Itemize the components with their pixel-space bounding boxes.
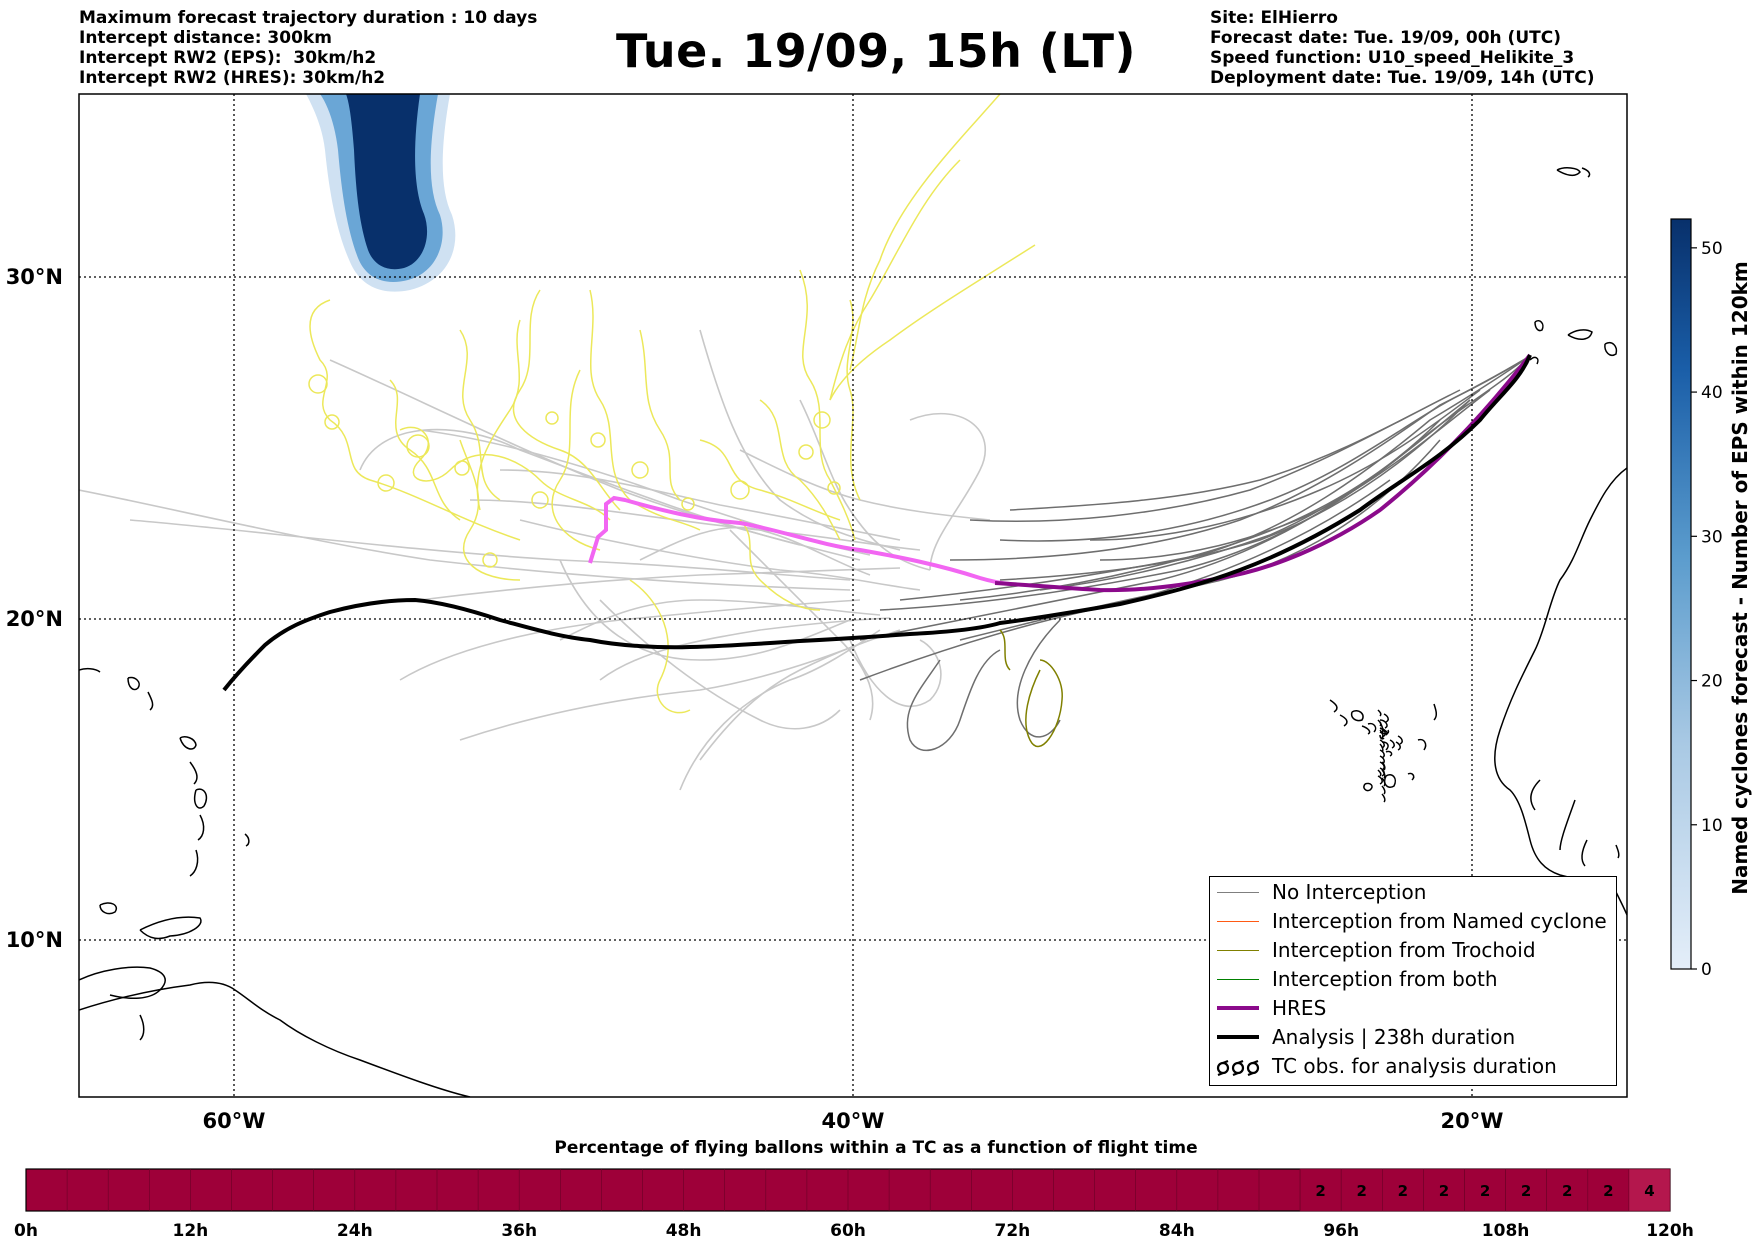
header-left: Maximum forecast trajectory duration : 1…	[79, 8, 537, 88]
intercept-hres-text: Intercept RW2 (HRES): 30km/h2	[79, 68, 386, 88]
legend-label: Interception from Trochoid	[1272, 938, 1536, 962]
time-bar-cell	[1546, 1168, 1589, 1212]
colorbar-title: Named cyclones forecast - Number of EPS …	[1728, 261, 1752, 895]
time-bar: 2 2 2 2 2 2 2 2 4 0h 12h 24h 36h 48h 60h 72h 84h 96h 108h…	[14, 1168, 1694, 1241]
legend-item-named-cyclone: Interception from Named cyclone	[1210, 907, 1616, 936]
colorbar-tick-label: 30	[1701, 527, 1723, 547]
time-bar-cell	[1382, 1168, 1424, 1212]
lon-label-60w: 60°W	[203, 1109, 266, 1133]
colorbar-gradient	[1670, 218, 1692, 970]
lat-label-30: 30°N	[6, 265, 63, 289]
time-bar-cell-value: 2	[1439, 1182, 1449, 1200]
colorbar-tick-label: 40	[1701, 383, 1723, 403]
time-bar-cell	[1299, 1168, 1342, 1212]
legend-label: Analysis | 238h duration	[1272, 1025, 1516, 1049]
time-bar-cell-value: 2	[1398, 1182, 1408, 1200]
header-right: Site: ElHierro Forecast date: Tue. 19/09…	[1210, 8, 1595, 88]
time-bar-hour-label: 120h	[1646, 1221, 1694, 1241]
colorbar-tick-label: 50	[1701, 239, 1723, 259]
legend-label: Interception from both	[1272, 967, 1498, 991]
max-duration-text: Maximum forecast trajectory duration : 1…	[79, 8, 538, 28]
eps-trajectories-dark	[859, 354, 1531, 751]
legend-item-trochoid: Interception from Trochoid	[1210, 936, 1616, 965]
colorbar-tick-label: 0	[1701, 960, 1712, 980]
legend-swatch	[1217, 979, 1259, 980]
time-bar-cell-value: 2	[1480, 1182, 1490, 1200]
time-bar-cell	[1423, 1168, 1465, 1212]
time-bar-hour-label: 108h	[1482, 1221, 1530, 1241]
legend-label: Interception from Named cyclone	[1272, 909, 1607, 933]
legend-label: TC obs. for analysis duration	[1272, 1054, 1557, 1078]
map-border	[78, 93, 1628, 1098]
time-bar-hour-label: 24h	[337, 1221, 373, 1241]
time-bar-cells: 2 2 2 2 2 2 2 2 4	[66, 1168, 1671, 1212]
colorbar-tick-label: 20	[1701, 672, 1723, 692]
lat-label-20: 20°N	[6, 607, 63, 631]
legend-swatch	[1217, 892, 1259, 893]
legend: No Interception Interception from Named …	[1209, 876, 1617, 1086]
speed-function-text: Speed function: U10_speed_Helikite_3	[1210, 48, 1575, 68]
time-bar-hour-label: 72h	[995, 1221, 1031, 1241]
lon-label-20w: 20°W	[1441, 1109, 1504, 1133]
legend-item-both: Interception from both	[1210, 965, 1616, 994]
legend-item-hres: HRES	[1210, 994, 1616, 1023]
time-bar-hour-label: 48h	[666, 1221, 702, 1241]
eps-trajectories-yellow	[309, 94, 1036, 714]
time-bar-hour-label: 12h	[173, 1221, 209, 1241]
page-title: Tue. 19/09, 15h (LT)	[616, 24, 1136, 78]
legend-item-tc-obs: TC obs. for analysis duration	[1210, 1052, 1616, 1081]
trajectory-loops-yellow	[308, 374, 841, 568]
time-bar-cell	[1505, 1168, 1547, 1212]
analysis-track	[222, 354, 1532, 692]
time-bar-title: Percentage of flying ballons within a TC…	[554, 1138, 1198, 1158]
time-bar-cell-value: 2	[1315, 1182, 1325, 1200]
legend-label: No Interception	[1272, 880, 1427, 904]
deployment-date-text: Deployment date: Tue. 19/09, 14h (UTC)	[1210, 68, 1595, 88]
legend-swatch	[1217, 1006, 1259, 1010]
time-bar-hour-label: 0h	[14, 1221, 38, 1241]
tc-symbol-icon	[1216, 1059, 1260, 1076]
colorbar: 0 10 20 30 40 50	[1670, 218, 1723, 980]
time-bar-cell-value: 2	[1521, 1182, 1531, 1200]
time-bar-hour-label: 36h	[501, 1221, 537, 1241]
time-bar-cell-value: 2	[1603, 1182, 1613, 1200]
colorbar-tick-label: 10	[1701, 816, 1723, 836]
time-bar-cell-value: 2	[1562, 1182, 1572, 1200]
legend-swatch	[1217, 921, 1259, 922]
intercept-eps-text: Intercept RW2 (EPS): 30km/h2	[79, 48, 377, 68]
time-bar-cell	[1628, 1168, 1671, 1212]
legend-item-analysis: Analysis | 238h duration	[1210, 1023, 1616, 1052]
legend-swatch	[1217, 950, 1259, 951]
legend-label: HRES	[1272, 996, 1327, 1020]
lon-label-40w: 40°W	[822, 1109, 885, 1133]
time-bar-cell-value: 4	[1644, 1182, 1654, 1200]
time-bar-cell-value: 2	[1357, 1182, 1367, 1200]
legend-swatch	[1217, 1035, 1259, 1039]
time-bar-hour-label: 96h	[1323, 1221, 1359, 1241]
trochoid-trajectories	[999, 629, 1063, 748]
forecast-date-text: Forecast date: Tue. 19/09, 00h (UTC)	[1210, 28, 1561, 48]
site-text: Site: ElHierro	[1210, 8, 1338, 28]
hres-track-west	[588, 495, 1011, 586]
time-bar-labels: 0h 12h 24h 36h 48h 60h 72h 84h 96h 108h 120h	[14, 1221, 1694, 1241]
time-bar-hour-label: 60h	[830, 1221, 866, 1241]
lat-label-10: 10°N	[6, 928, 63, 952]
colorbar-ticks: 0 10 20 30 40 50	[1691, 239, 1723, 980]
legend-item-no-interception: No Interception	[1210, 878, 1616, 907]
intercept-distance-text: Intercept distance: 300km	[79, 28, 332, 48]
cyclone-density-plume	[306, 94, 456, 292]
time-bar-cell	[1587, 1168, 1630, 1212]
time-bar-hour-label: 84h	[1159, 1221, 1195, 1241]
